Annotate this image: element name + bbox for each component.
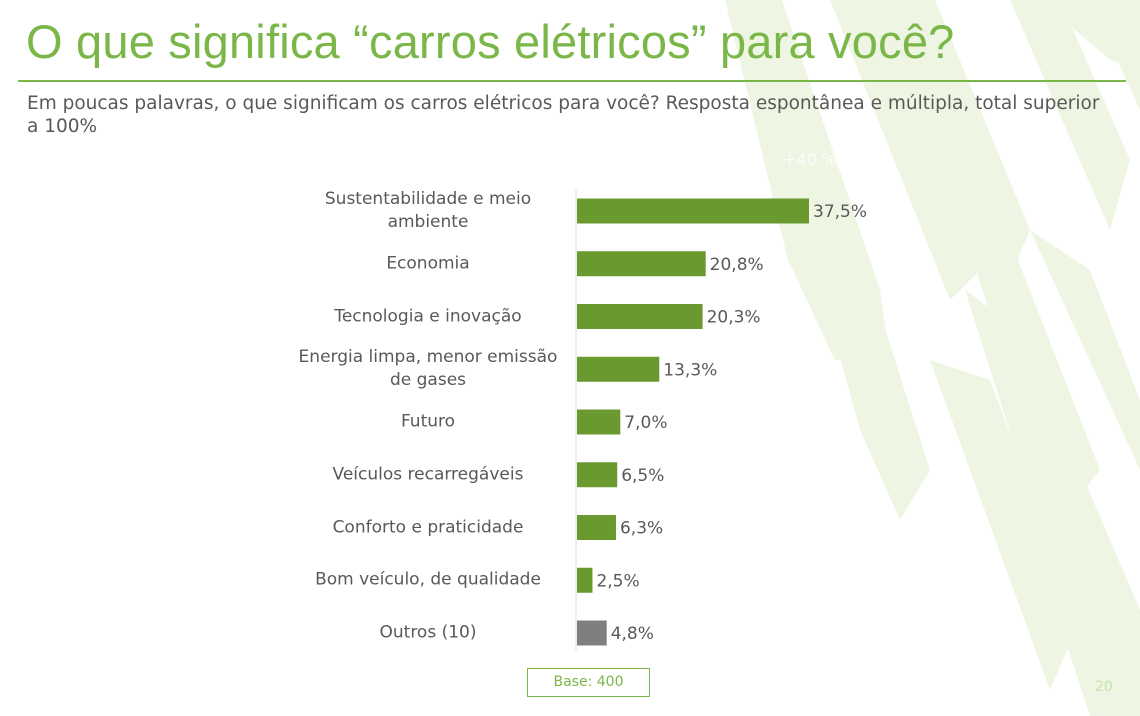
category-label-5: Veículos recarregáveis — [332, 464, 524, 485]
category-label-7: Bom veículo, de qualidade — [315, 569, 541, 590]
category-label-4: Futuro — [400, 411, 456, 432]
title-divider — [18, 80, 1126, 82]
faded-overlay-text: +40 % — [783, 150, 838, 169]
category-label-8: Outros (10) — [379, 622, 477, 643]
bar-3 — [577, 356, 660, 382]
page-number: 20 — [1095, 679, 1113, 695]
data-label-0: 37,5% — [813, 202, 867, 222]
category-label-0: Sustentabilidade e meio ambiente — [324, 189, 532, 232]
bar-7 — [577, 567, 593, 593]
bar-8 — [577, 620, 607, 646]
data-label-8: 4,8% — [611, 624, 654, 644]
data-label-4: 7,0% — [624, 413, 667, 433]
bar-2 — [577, 304, 703, 329]
data-label-5: 6,5% — [621, 466, 664, 486]
bg-stripe-5 — [1010, 0, 1130, 230]
data-label-2: 20,3% — [707, 308, 761, 328]
data-label-6: 6,3% — [620, 519, 663, 539]
page-title: O que significa “carros elétricos” para … — [26, 15, 955, 68]
base-badge: Base: 400 — [527, 668, 650, 697]
category-label-2: Tecnologia e inovação — [334, 306, 522, 326]
bar-6 — [577, 515, 616, 540]
bg-stripe-2 — [830, 0, 1000, 300]
bar-0 — [577, 198, 809, 224]
bg-stripe-9 — [1010, 470, 1140, 716]
bg-stripe-7 — [930, 360, 1080, 690]
category-label-6: Conforto e praticidade — [332, 517, 524, 537]
page-subtitle: Em poucas palavras, o que significam os … — [27, 93, 1100, 137]
bar-1 — [577, 251, 706, 277]
category-label-3: Energia limpa, menor emissão de gases — [298, 347, 558, 391]
data-label-1: 20,8% — [710, 255, 764, 275]
bg-stripe-1 — [800, 210, 930, 520]
data-label-3: 13,3% — [663, 360, 717, 380]
bg-stripe-10 — [1030, 230, 1140, 470]
data-label-7: 2,5% — [596, 571, 639, 591]
bar-5 — [577, 462, 618, 488]
category-label-1: Economia — [386, 253, 470, 274]
bar-4 — [577, 409, 621, 435]
bg-stripe-11 — [1090, 0, 1140, 110]
